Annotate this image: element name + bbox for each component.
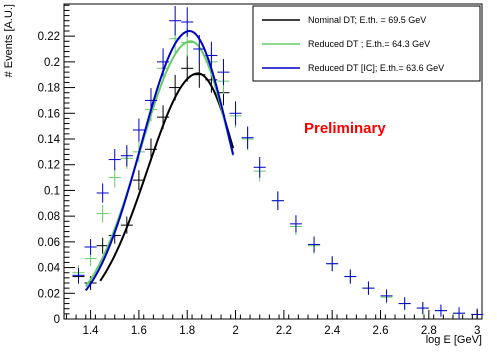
y-tick-label: 0.06: [38, 237, 60, 249]
y-tick-label: 0.1: [44, 185, 60, 197]
y-tick-label: 0.08: [38, 211, 60, 223]
y-tick-label: 0.16: [38, 108, 60, 120]
legend-entry-0: Nominal DT; E.th. = 69.5 GeV: [308, 15, 426, 25]
x-tick-label: 1.4: [83, 325, 100, 337]
y-tick-label: 0.14: [38, 134, 61, 146]
axis-layer: 1.4 1.6 1.8 2 2.2 2.4 2.6 2.8 3 0 0.02 0.04 0.06 0.08…: [38, 4, 483, 337]
x-axis-title: log E [GeV]: [426, 334, 482, 346]
y-tick-label: 0.02: [38, 288, 60, 300]
series-layer: [72, 5, 484, 319]
x-tick-label: 2.4: [324, 325, 341, 337]
x-tick-label: 2: [232, 325, 238, 337]
fit-curve-2: [84, 30, 235, 292]
legend-entry-2: Reduced DT [IC]; E.th.= 63.6 GeV: [308, 63, 444, 73]
y-tick-label: 0.2: [44, 57, 60, 69]
x-tick-label: 2.6: [373, 325, 389, 337]
x-tick-label: 3: [474, 325, 480, 337]
y-tick-label: 0.04: [38, 263, 61, 275]
y-axis-title: # Events [A.U.]: [3, 4, 15, 77]
preliminary-label: Preliminary: [304, 120, 386, 137]
legend: Nominal DT; E.th. = 69.5 GeV Reduced DT ;…: [252, 5, 481, 82]
y-tick-label: 0.22: [38, 31, 60, 43]
x-tick-label: 1.6: [131, 325, 147, 337]
y-tick-label: 0.18: [38, 83, 60, 95]
y-tick-label: 0: [54, 314, 60, 326]
x-tick-label: 1.8: [179, 325, 195, 337]
fit-curve-1: [84, 40, 235, 288]
legend-entry-1: Reduced DT ; E.th.= 64.3 GeV: [308, 39, 430, 49]
x-tick-label: 2.2: [276, 325, 292, 337]
x-tick-label: 2.8: [421, 325, 437, 337]
y-tick-label: 0.12: [38, 160, 60, 172]
